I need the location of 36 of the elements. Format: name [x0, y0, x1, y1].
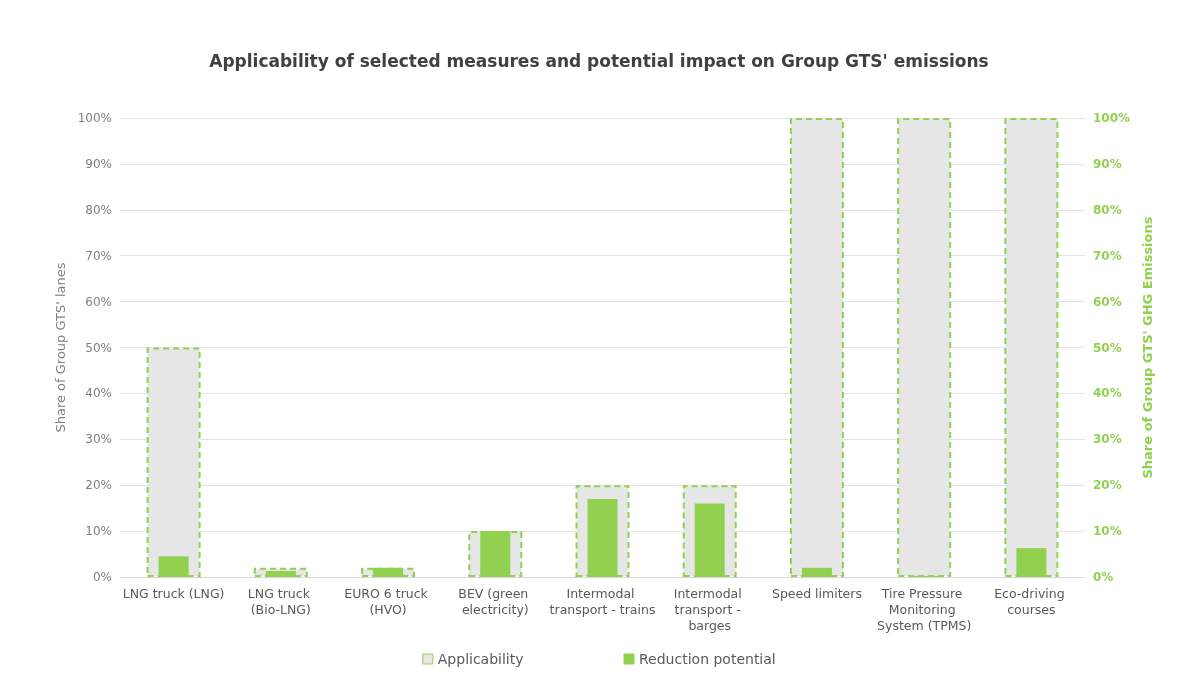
y-tick-label: 30% — [85, 432, 112, 447]
chart-title: Applicability of selected measures and potential impact on Group GTS' emissions — [209, 50, 989, 71]
y-tick-label: 70% — [85, 248, 112, 263]
y2-tick-label: 20% — [1093, 478, 1122, 493]
y-tick-label: 100% — [77, 111, 112, 125]
y-tick-label: 0% — [92, 570, 112, 584]
y-tick-label: 60% — [85, 294, 112, 309]
x-tick-label: LNG truck (Bio-LNG) — [247, 585, 314, 617]
x-tick-label: BEV (green electricity) — [458, 585, 533, 617]
y2-tick-label: 80% — [1093, 202, 1122, 217]
y2-tick-label: 40% — [1093, 386, 1122, 401]
y-tick-label: 40% — [85, 386, 112, 401]
x-tick-label: Speed limiters — [771, 585, 862, 601]
legend-label: Applicability — [437, 651, 524, 667]
y2-tick-label: 100% — [1093, 111, 1131, 125]
y-tick-label: 90% — [85, 156, 112, 171]
y-tick-label: 10% — [85, 524, 112, 539]
y2-tick-label: 50% — [1093, 340, 1122, 355]
x-tick-label: Eco-driving courses — [994, 585, 1069, 617]
x-tick-label: EURO 6 truck (HVO) — [344, 585, 432, 617]
y-axis-title: Share of Group GTS' lanes — [52, 262, 68, 433]
legend-label: Reduction potential — [639, 651, 776, 667]
y-tick-label: 50% — [85, 340, 112, 355]
y2-tick-label: 0% — [1093, 570, 1114, 584]
y2-tick-label: 70% — [1093, 248, 1122, 263]
y-tick-label: 80% — [85, 202, 112, 217]
y-tick-label: 20% — [85, 478, 112, 493]
y2-axis-title: Share of Group GTS' GHG Emissions — [1139, 216, 1155, 479]
x-tick-label: Intermodal transport - trains — [549, 585, 656, 617]
x-tick-label: LNG truck (LNG) — [122, 585, 225, 601]
x-tick-label: Tire Pressure Monitoring System (TPMS) — [877, 585, 972, 633]
y2-tick-label: 60% — [1093, 294, 1122, 309]
y2-tick-label: 30% — [1093, 432, 1122, 447]
x-tick-label: Intermodal transport - barges — [673, 585, 746, 633]
y2-tick-label: 90% — [1093, 156, 1122, 171]
y2-tick-label: 10% — [1093, 524, 1122, 539]
